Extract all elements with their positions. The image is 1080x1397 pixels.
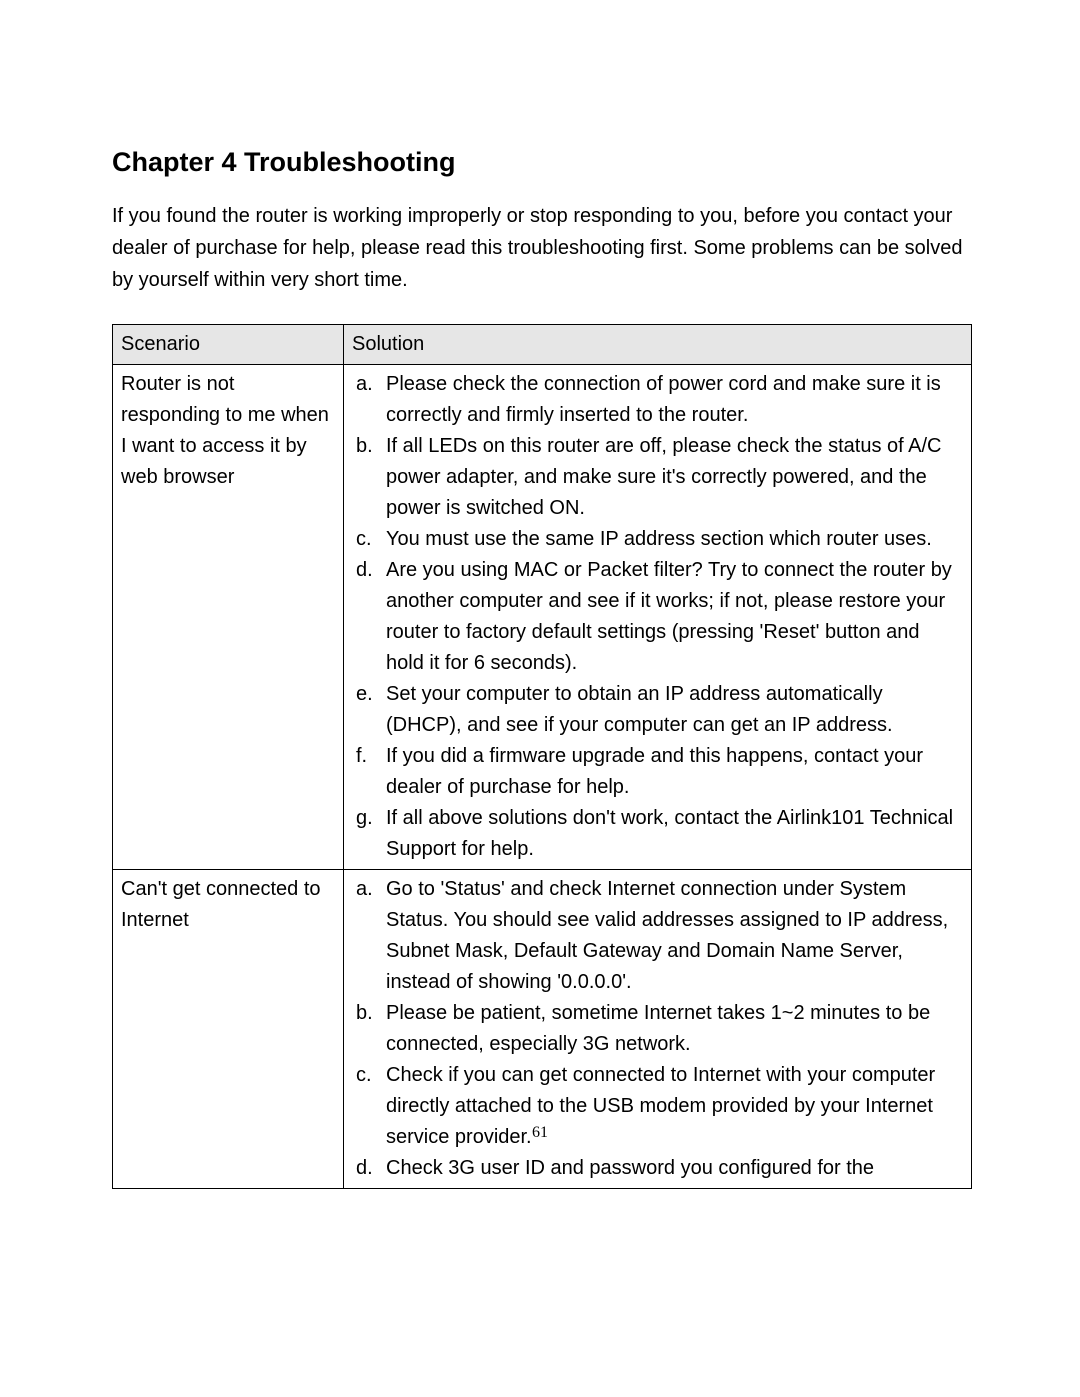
column-header-solution: Solution (344, 325, 972, 365)
list-item-text: You must use the same IP address section… (386, 528, 932, 550)
list-marker: a. (356, 874, 382, 905)
list-item: d. Are you using MAC or Packet filter? T… (386, 555, 963, 679)
list-marker: b. (356, 431, 382, 462)
list-item: e. Set your computer to obtain an IP add… (386, 679, 963, 741)
list-marker: d. (356, 1153, 382, 1184)
list-item-text: Go to 'Status' and check Internet connec… (386, 878, 948, 993)
column-header-scenario: Scenario (113, 325, 344, 365)
chapter-title: Chapter 4 Troubleshooting (112, 145, 972, 180)
list-marker: f. (356, 741, 382, 772)
list-item-text: If all LEDs on this router are off, plea… (386, 435, 941, 519)
list-item-text: Are you using MAC or Packet filter? Try … (386, 559, 952, 674)
list-item: g. If all above solutions don't work, co… (386, 803, 963, 865)
troubleshooting-table: Scenario Solution Router is not respondi… (112, 324, 972, 1189)
page-number: 61 (0, 1124, 1080, 1142)
list-item: d. Check 3G user ID and password you con… (386, 1153, 963, 1184)
list-marker: c. (356, 524, 382, 555)
list-marker: c. (356, 1060, 382, 1091)
list-item-text: Please check the connection of power cor… (386, 373, 941, 426)
list-item-text: Check 3G user ID and password you config… (386, 1157, 874, 1179)
table-header-row: Scenario Solution (113, 325, 972, 365)
intro-paragraph: If you found the router is working impro… (112, 200, 972, 296)
list-marker: a. (356, 369, 382, 400)
list-item-text: Please be patient, sometime Internet tak… (386, 1002, 930, 1055)
list-marker: e. (356, 679, 382, 710)
list-item: c. You must use the same IP address sect… (386, 524, 963, 555)
list-marker: b. (356, 998, 382, 1029)
table-row: Router is not responding to me when I wa… (113, 365, 972, 870)
list-item: a. Go to 'Status' and check Internet con… (386, 874, 963, 998)
page: Chapter 4 Troubleshooting If you found t… (0, 0, 1080, 1397)
list-item-text: If you did a firmware upgrade and this h… (386, 745, 923, 798)
list-item: f. If you did a firmware upgrade and thi… (386, 741, 963, 803)
list-marker: d. (356, 555, 382, 586)
list-marker: g. (356, 803, 382, 834)
list-item: b. Please be patient, sometime Internet … (386, 998, 963, 1060)
solution-cell: a. Please check the connection of power … (344, 365, 972, 870)
list-item: a. Please check the connection of power … (386, 369, 963, 431)
list-item: b. If all LEDs on this router are off, p… (386, 431, 963, 524)
list-item-text: If all above solutions don't work, conta… (386, 807, 953, 860)
scenario-cell: Router is not responding to me when I wa… (113, 365, 344, 870)
list-item-text: Set your computer to obtain an IP addres… (386, 683, 893, 736)
solution-list: a. Please check the connection of power … (352, 369, 963, 865)
